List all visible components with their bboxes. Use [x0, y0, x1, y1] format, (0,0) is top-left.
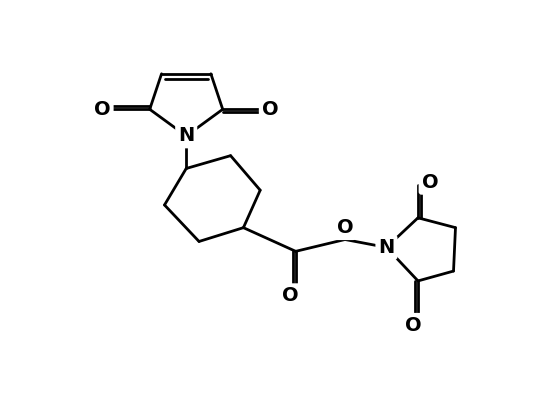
Text: O: O — [262, 100, 278, 119]
Text: O: O — [336, 218, 353, 237]
Text: O: O — [282, 286, 299, 305]
Text: N: N — [378, 238, 395, 257]
Text: O: O — [421, 173, 438, 192]
Text: O: O — [94, 100, 111, 119]
Text: N: N — [178, 127, 195, 145]
Text: O: O — [405, 316, 421, 335]
